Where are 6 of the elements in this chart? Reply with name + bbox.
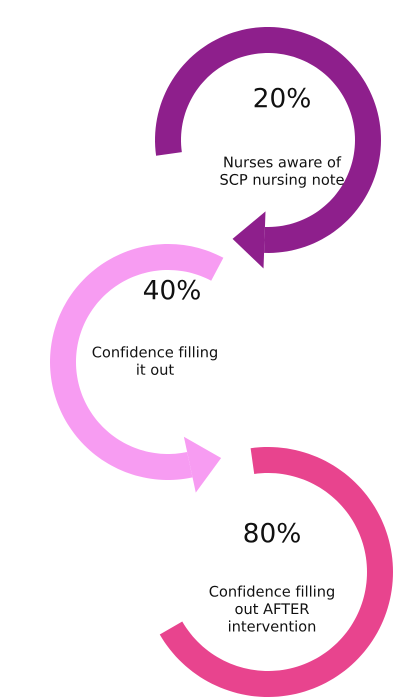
data-label: 20% [254, 88, 310, 108]
category-label: Confidence filling out AFTER intervention [210, 586, 334, 632]
data-label: 40% [144, 280, 200, 300]
category-label: Nurses aware of SCP nursing note [220, 156, 344, 188]
data-label: 80% [244, 522, 300, 543]
category-label: Confidence filling it out [92, 346, 217, 375]
